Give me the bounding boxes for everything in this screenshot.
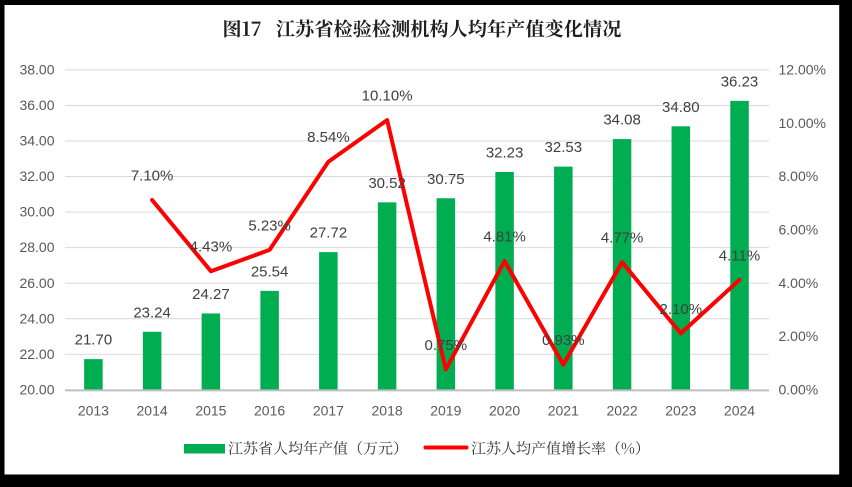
svg-text:34.00: 34.00 [19, 133, 54, 149]
svg-text:2020: 2020 [489, 403, 520, 419]
svg-text:32.53: 32.53 [545, 139, 583, 156]
svg-text:4.43%: 4.43% [190, 239, 233, 256]
svg-text:28.00: 28.00 [19, 239, 54, 255]
svg-text:0.00%: 0.00% [779, 382, 819, 398]
svg-text:26.00: 26.00 [19, 275, 54, 291]
svg-text:23.24: 23.24 [133, 304, 171, 321]
svg-text:10.00%: 10.00% [779, 115, 826, 131]
svg-text:30.52: 30.52 [368, 175, 406, 192]
svg-text:25.54: 25.54 [251, 263, 289, 280]
svg-text:8.54%: 8.54% [307, 129, 350, 146]
svg-text:22.00: 22.00 [19, 346, 54, 362]
svg-text:2018: 2018 [372, 403, 403, 419]
svg-text:6.00%: 6.00% [779, 222, 819, 238]
svg-text:38.00: 38.00 [19, 62, 54, 78]
svg-text:4.00%: 4.00% [779, 275, 819, 291]
svg-text:2.00%: 2.00% [779, 328, 819, 344]
svg-text:0.93%: 0.93% [542, 332, 585, 349]
svg-text:30.00: 30.00 [19, 204, 54, 220]
svg-text:12.00%: 12.00% [779, 62, 826, 78]
svg-text:27.72: 27.72 [310, 225, 348, 242]
svg-text:2019: 2019 [430, 403, 461, 419]
svg-text:36.23: 36.23 [721, 73, 759, 90]
svg-text:34.80: 34.80 [662, 99, 700, 116]
svg-text:10.10%: 10.10% [362, 88, 413, 105]
svg-text:0.75%: 0.75% [425, 337, 468, 354]
svg-text:2015: 2015 [195, 403, 226, 419]
svg-text:5.23%: 5.23% [248, 217, 291, 234]
svg-text:4.11%: 4.11% [719, 247, 760, 264]
svg-text:2021: 2021 [548, 403, 579, 419]
svg-text:24.27: 24.27 [192, 286, 230, 303]
svg-text:2016: 2016 [254, 403, 285, 419]
svg-text:32.23: 32.23 [486, 145, 524, 162]
svg-text:2023: 2023 [665, 403, 696, 419]
svg-text:36.00: 36.00 [19, 97, 54, 113]
svg-text:30.75: 30.75 [427, 171, 465, 188]
svg-text:2014: 2014 [137, 403, 168, 419]
svg-text:32.00: 32.00 [19, 168, 54, 184]
svg-text:2024: 2024 [724, 403, 755, 419]
svg-text:34.08: 34.08 [603, 112, 641, 129]
svg-text:2013: 2013 [78, 403, 109, 419]
svg-text:24.00: 24.00 [19, 310, 54, 326]
svg-text:21.70: 21.70 [75, 332, 113, 349]
svg-text:2.10%: 2.10% [660, 301, 703, 318]
svg-text:7.10%: 7.10% [131, 168, 174, 185]
svg-text:20.00: 20.00 [19, 382, 54, 398]
svg-text:4.81%: 4.81% [483, 229, 526, 246]
svg-text:2017: 2017 [313, 403, 344, 419]
svg-text:2022: 2022 [607, 403, 638, 419]
svg-text:4.77%: 4.77% [601, 230, 644, 247]
svg-text:8.00%: 8.00% [779, 168, 819, 184]
